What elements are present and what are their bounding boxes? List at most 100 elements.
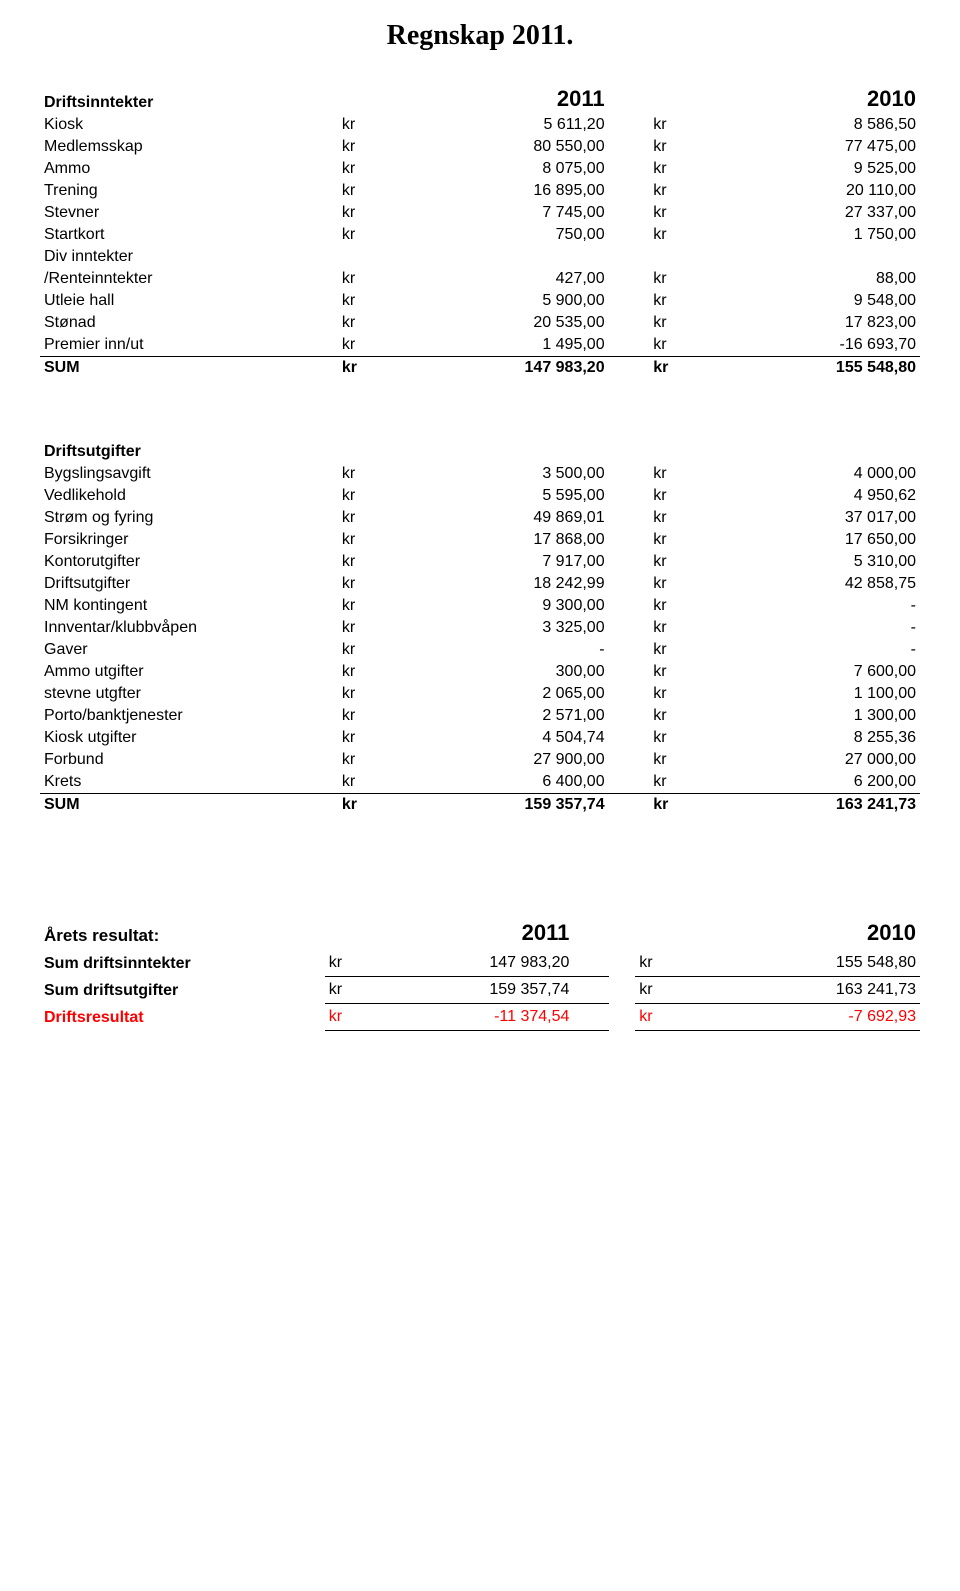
- value: 3 500,00: [392, 463, 609, 485]
- row-label: Innventar/klubbvåpen: [40, 617, 338, 639]
- row-label: Sum driftsutgifter: [40, 977, 325, 1004]
- table-row: Kioskkr5 611,20kr8 586,50: [40, 114, 920, 136]
- unit: kr: [649, 573, 703, 595]
- value: 49 869,01: [392, 507, 609, 529]
- unit: kr: [649, 794, 703, 817]
- year-col-2: 2010: [703, 82, 920, 114]
- value: 163 241,73: [703, 794, 920, 817]
- row-label: /Renteinntekter: [40, 268, 338, 290]
- unit: kr: [649, 224, 703, 246]
- row-label: Forsikringer: [40, 529, 338, 551]
- sum-label: SUM: [40, 357, 338, 380]
- value: 4 950,62: [703, 485, 920, 507]
- table-row: Utleie hallkr5 900,00kr9 548,00: [40, 290, 920, 312]
- row-label: Sum driftsinntekter: [40, 950, 325, 977]
- value: 147 983,20: [392, 357, 609, 380]
- unit: kr: [338, 573, 392, 595]
- table-row: NM kontingentkr9 300,00kr-: [40, 595, 920, 617]
- table-row: Stevnerkr7 745,00kr27 337,00: [40, 202, 920, 224]
- value: 1 300,00: [703, 705, 920, 727]
- row-label: Bygslingsavgift: [40, 463, 338, 485]
- value: -7 692,93: [687, 1004, 920, 1031]
- unit: kr: [649, 551, 703, 573]
- value: 18 242,99: [392, 573, 609, 595]
- value: 159 357,74: [376, 977, 609, 1004]
- unit: kr: [338, 617, 392, 639]
- summary-heading: Årets resultat:: [40, 916, 325, 950]
- year-col-1: 2011: [376, 916, 609, 950]
- table-row: Vedlikeholdkr5 595,00kr4 950,62: [40, 485, 920, 507]
- unit: kr: [338, 771, 392, 794]
- value: -: [392, 639, 609, 661]
- value: 159 357,74: [392, 794, 609, 817]
- unit: kr: [338, 683, 392, 705]
- unit: kr: [338, 529, 392, 551]
- table-row: Bygslingsavgiftkr3 500,00kr4 000,00: [40, 463, 920, 485]
- value: 750,00: [392, 224, 609, 246]
- unit: kr: [649, 290, 703, 312]
- row-label: Utleie hall: [40, 290, 338, 312]
- row-label: Medlemsskap: [40, 136, 338, 158]
- value: 27 900,00: [392, 749, 609, 771]
- year-col-2: 2010: [687, 916, 920, 950]
- unit: kr: [338, 639, 392, 661]
- table-row: Porto/banktjenesterkr2 571,00kr1 300,00: [40, 705, 920, 727]
- value: 77 475,00: [703, 136, 920, 158]
- sum-label: SUM: [40, 794, 338, 817]
- value: 2 065,00: [392, 683, 609, 705]
- unit: kr: [649, 312, 703, 334]
- unit: kr: [649, 158, 703, 180]
- row-label: Driftsresultat: [40, 1004, 325, 1031]
- expense-table: DriftsutgifterBygslingsavgift kr 3 500,00 k…: [40, 439, 920, 816]
- row-label: NM kontingent: [40, 595, 338, 617]
- section-header: Driftsinntekter 2011 2010: [40, 82, 920, 114]
- value: 9 548,00: [703, 290, 920, 312]
- unit: kr: [649, 463, 703, 485]
- unit: kr: [635, 950, 687, 977]
- unit: kr: [649, 507, 703, 529]
- unit: kr: [649, 705, 703, 727]
- unit: kr: [338, 334, 392, 357]
- table-row: Medlemsskapkr80 550,00kr77 475,00: [40, 136, 920, 158]
- unit: kr: [649, 639, 703, 661]
- table-row: Premier inn/utkr1 495,00kr-16 693,70: [40, 334, 920, 357]
- value: 155 548,80: [703, 357, 920, 380]
- value: 27 000,00: [703, 749, 920, 771]
- spacer: [40, 816, 920, 876]
- unit: kr: [649, 357, 703, 380]
- unit: kr: [338, 595, 392, 617]
- row-label: Forbund: [40, 749, 338, 771]
- unit: kr: [338, 224, 392, 246]
- page-title: Regnskap 2011.: [40, 20, 920, 52]
- spacer: [40, 876, 920, 916]
- row-label: Krets: [40, 771, 338, 794]
- unit: kr: [649, 136, 703, 158]
- year-col-1: 2011: [392, 82, 609, 114]
- value: -11 374,54: [376, 1004, 609, 1031]
- unit: kr: [649, 661, 703, 683]
- table-row: /Renteinntekterkr427,00kr88,00: [40, 268, 920, 290]
- value: 42 858,75: [703, 573, 920, 595]
- table-row: Kiosk utgifterkr4 504,74kr8 255,36: [40, 727, 920, 749]
- summary-row: Sum driftsinntekterkr147 983,20kr155 548…: [40, 950, 920, 977]
- value: 4 504,74: [392, 727, 609, 749]
- unit: kr: [338, 749, 392, 771]
- row-label: Stønad: [40, 312, 338, 334]
- unit: kr: [338, 794, 392, 817]
- value: 5 310,00: [703, 551, 920, 573]
- value: 1 750,00: [703, 224, 920, 246]
- unit: kr: [649, 617, 703, 639]
- unit: kr: [649, 202, 703, 224]
- row-label: Porto/banktjenester: [40, 705, 338, 727]
- value: 300,00: [392, 661, 609, 683]
- row-label: Trening: [40, 180, 338, 202]
- section-heading: Driftsutgifter: [40, 439, 338, 463]
- row-label: Stevner: [40, 202, 338, 224]
- row-label: Strøm og fyring: [40, 507, 338, 529]
- value: 5 595,00: [392, 485, 609, 507]
- value: 7 600,00: [703, 661, 920, 683]
- value: 7 917,00: [392, 551, 609, 573]
- section-heading: Driftsinntekter: [40, 82, 338, 114]
- row-label: Startkort: [40, 224, 338, 246]
- value: 27 337,00: [703, 202, 920, 224]
